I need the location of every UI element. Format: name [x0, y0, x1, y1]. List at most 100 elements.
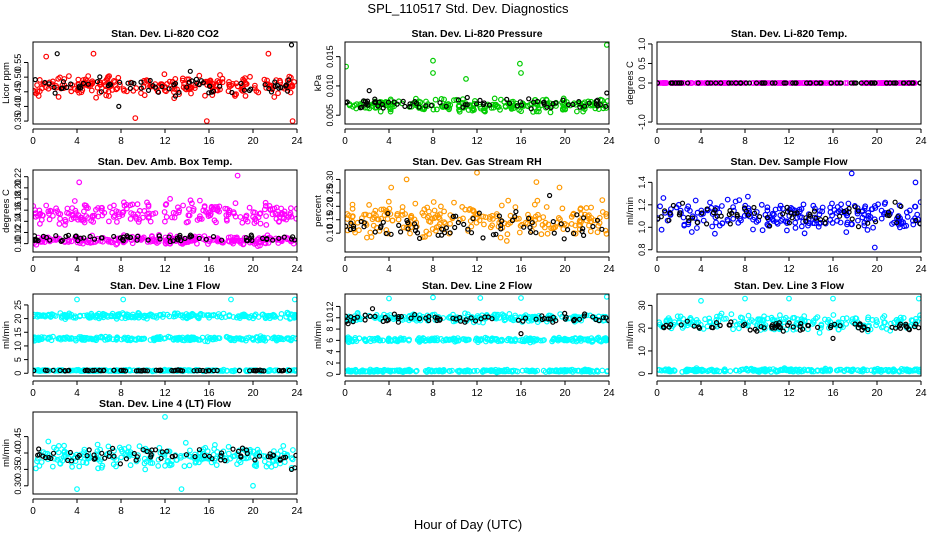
data-point — [800, 218, 806, 225]
x-tick-label: 24 — [603, 388, 615, 399]
plot-frame — [32, 169, 298, 253]
data-point — [497, 106, 503, 113]
data-point — [161, 209, 168, 215]
data-point — [137, 312, 144, 319]
data-point — [400, 98, 406, 104]
data-point — [120, 86, 127, 92]
data-point — [460, 215, 466, 222]
data-point — [400, 337, 407, 343]
data-point — [173, 335, 180, 342]
data-point — [152, 447, 159, 453]
data-point — [94, 78, 101, 85]
data-point — [43, 53, 50, 60]
data-point — [429, 226, 436, 232]
data-point — [142, 368, 148, 374]
x-tick-label: 12 — [471, 264, 483, 275]
data-point — [829, 200, 835, 207]
data-point — [372, 99, 378, 106]
data-point — [89, 336, 96, 342]
data-point — [913, 321, 919, 327]
data-point — [865, 220, 871, 226]
data-point — [265, 50, 272, 57]
data-point — [522, 219, 529, 226]
data-point — [180, 202, 187, 209]
x-tick-label: 20 — [559, 136, 571, 147]
data-point — [157, 312, 164, 318]
data-point — [709, 223, 716, 230]
data-point — [568, 213, 575, 220]
data-point — [278, 205, 285, 212]
data-point — [862, 203, 869, 210]
data-point — [852, 204, 858, 210]
data-point — [907, 80, 914, 86]
data-point — [53, 205, 59, 212]
data-point — [179, 75, 186, 82]
data-point — [164, 448, 170, 454]
data-point — [186, 462, 193, 469]
data-point — [430, 70, 436, 76]
data-point — [412, 200, 419, 207]
data-point — [95, 465, 101, 472]
data-point — [371, 367, 378, 374]
data-point — [281, 211, 288, 218]
x-axis: 0 4 8 12 16 20 24 — [654, 380, 927, 399]
data-point — [278, 368, 285, 374]
data-point — [271, 94, 278, 100]
data-point — [113, 86, 120, 93]
panel-4: Stan. Dev. Gas Stream RH0 4 8 12 16 20 240.100… — [313, 156, 615, 275]
data-point — [347, 226, 353, 233]
data-point — [746, 80, 753, 86]
data-point — [574, 108, 580, 115]
data-point — [512, 214, 518, 220]
data-point — [569, 366, 575, 373]
data-point — [92, 455, 98, 461]
data-point — [178, 486, 185, 493]
data-point — [533, 179, 540, 186]
data-point — [203, 118, 210, 124]
data-point — [880, 80, 886, 86]
data-point — [684, 80, 691, 86]
data-point — [144, 448, 150, 455]
data-point — [253, 88, 260, 94]
data-point — [426, 213, 432, 219]
data-point — [283, 454, 289, 460]
data-point — [674, 313, 681, 320]
data-point — [903, 209, 910, 216]
data-point — [111, 453, 117, 459]
data-point — [277, 456, 283, 462]
data-point — [149, 210, 156, 217]
x-tick-label: 8 — [430, 264, 436, 275]
data-point — [240, 76, 247, 83]
data-point — [213, 219, 219, 226]
data-point — [871, 80, 877, 86]
data-point — [468, 223, 475, 230]
y-tick-label: 1.4 — [637, 176, 647, 189]
data-point — [115, 313, 122, 319]
data-point — [893, 80, 899, 86]
data-point — [361, 98, 367, 104]
data-point — [197, 367, 203, 373]
y-axis: 0.81.01.21.4 — [637, 176, 653, 256]
data-point — [65, 335, 72, 342]
data-point — [125, 80, 131, 86]
data-point — [232, 213, 239, 220]
data-point — [910, 221, 917, 228]
data-point — [706, 318, 713, 325]
data-point — [766, 223, 773, 229]
data-point — [288, 464, 295, 471]
data-point — [563, 367, 570, 374]
data-point — [205, 368, 212, 374]
data-point — [78, 235, 84, 241]
data-point — [238, 86, 245, 93]
data-point — [127, 215, 134, 222]
data-point — [858, 80, 864, 86]
data-point — [118, 367, 125, 373]
data-point — [916, 325, 921, 331]
data-point — [351, 223, 357, 229]
data-point — [135, 335, 142, 342]
data-point — [58, 238, 64, 244]
data-point — [493, 101, 499, 108]
data-point — [531, 335, 537, 342]
data-point — [33, 311, 37, 318]
data-point — [843, 229, 850, 236]
